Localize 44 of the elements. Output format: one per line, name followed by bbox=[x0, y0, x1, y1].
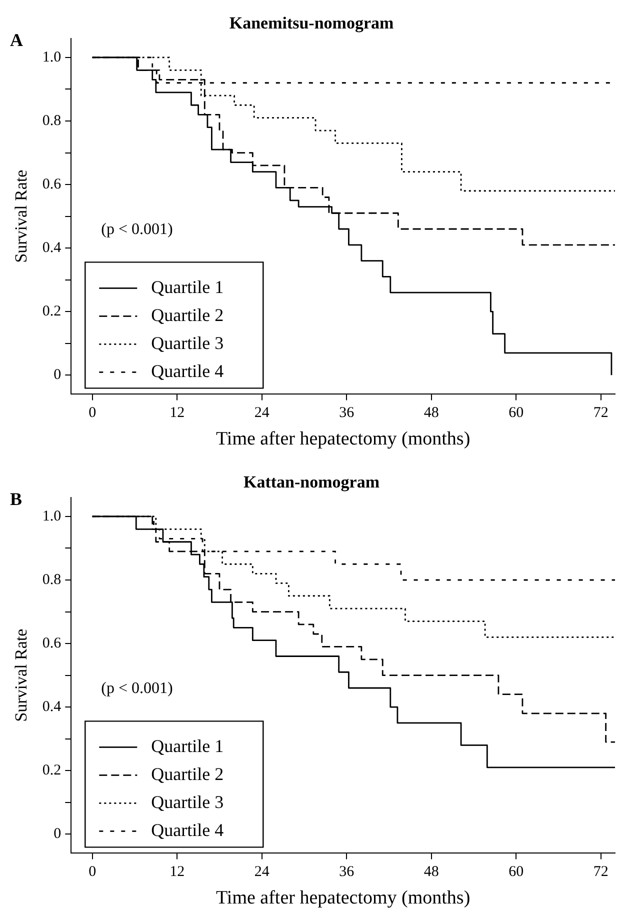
y-tick-label: 0.4 bbox=[42, 240, 62, 256]
x-tick-label: 72 bbox=[593, 405, 608, 422]
text: A bbox=[10, 30, 23, 50]
legend-label: Quartile 3 bbox=[151, 332, 224, 353]
legend-label: Quartile 4 bbox=[151, 360, 224, 381]
legend-label: Quartile 2 bbox=[151, 764, 224, 784]
x-tick-label: 48 bbox=[424, 864, 439, 880]
annotation: (p < 0.001) bbox=[101, 221, 173, 238]
y-tick-label: 0.2 bbox=[42, 304, 62, 320]
x-tick-label: 36 bbox=[339, 864, 355, 880]
x-tick-label: 12 bbox=[170, 864, 185, 880]
chart-title: Kanemitsu-nomogram bbox=[229, 14, 394, 33]
x-tick-label: 12 bbox=[170, 405, 185, 422]
y-tick-label: 0 bbox=[54, 367, 62, 384]
legend-label: Quartile 4 bbox=[151, 820, 224, 840]
x-tick-label: 24 bbox=[254, 405, 270, 422]
x-tick-label: 0 bbox=[88, 405, 96, 422]
x-tick-label: 72 bbox=[593, 864, 608, 880]
legend-label: Quartile 2 bbox=[151, 304, 224, 325]
x-tick-label: 60 bbox=[508, 405, 524, 422]
y-tick-label: 0.8 bbox=[42, 572, 62, 588]
text: B bbox=[10, 489, 22, 509]
y-tick-label: 0.8 bbox=[42, 112, 62, 129]
legend-label: Quartile 1 bbox=[151, 276, 224, 297]
y-tick-label: 0.6 bbox=[42, 176, 62, 192]
legend-label: Quartile 1 bbox=[151, 736, 224, 756]
legend-label: Quartile 3 bbox=[151, 792, 224, 812]
y-tick-label: 1.0 bbox=[42, 508, 62, 524]
y-axis-title: Survival Rate bbox=[12, 170, 31, 263]
x-tick-label: 60 bbox=[508, 864, 524, 880]
y-tick-label: 0.6 bbox=[42, 635, 62, 652]
annotation: (p < 0.001) bbox=[101, 680, 173, 698]
y-tick-label: 0.2 bbox=[42, 762, 62, 779]
y-tick-label: 0.4 bbox=[42, 699, 62, 716]
y-axis-title: Survival Rate bbox=[12, 628, 31, 722]
x-axis-title: Time after hepatectomy (months) bbox=[216, 888, 470, 909]
chart-title: Kattan-nomogram bbox=[244, 472, 380, 492]
y-tick-label: 1.0 bbox=[42, 49, 62, 66]
y-tick-label: 0 bbox=[54, 826, 62, 842]
x-tick-label: 48 bbox=[424, 405, 439, 422]
x-tick-label: 0 bbox=[88, 864, 96, 880]
x-tick-label: 24 bbox=[254, 864, 270, 880]
x-axis-title: Time after hepatectomy (months) bbox=[216, 428, 470, 450]
x-tick-label: 36 bbox=[339, 405, 355, 422]
